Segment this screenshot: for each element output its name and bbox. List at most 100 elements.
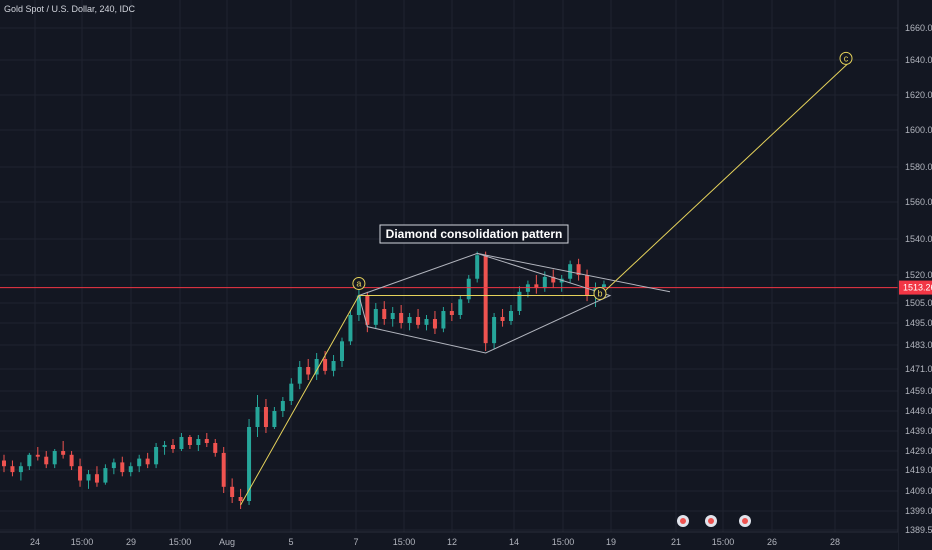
candle-body xyxy=(86,474,91,481)
candle-body xyxy=(323,359,328,371)
candle-body xyxy=(340,341,344,361)
time-axis[interactable]: 24 15:00 29 15:00 Aug 5 7 15:00 12 14 15:00 19 21 15:… xyxy=(30,537,840,547)
event-flags xyxy=(677,515,751,527)
candle-body xyxy=(44,456,49,465)
candle-body xyxy=(247,427,252,501)
candle-body xyxy=(52,451,57,465)
annotation-box: Diamond consolidation pattern xyxy=(379,224,569,244)
candle-body xyxy=(424,319,429,325)
candle-body xyxy=(407,317,412,323)
candle-body xyxy=(492,317,497,344)
time-tick-label: 5 xyxy=(288,537,293,547)
candle-body xyxy=(179,437,184,449)
wave-label-circle xyxy=(839,51,853,65)
candles xyxy=(2,251,606,509)
candle-body xyxy=(263,407,268,427)
candle-body xyxy=(416,317,421,325)
price-tick-label: 1429.00 xyxy=(905,446,932,456)
candle-body xyxy=(103,468,108,483)
wave-label: a xyxy=(356,279,361,289)
last-price-label: 1513.26 xyxy=(899,280,932,295)
candle-body xyxy=(365,295,370,325)
time-tick-label: 24 xyxy=(30,537,40,547)
grid xyxy=(0,0,898,532)
time-tick-label: 14 xyxy=(509,537,519,547)
candle-body xyxy=(432,319,437,329)
wave-label: c xyxy=(844,53,849,63)
candle-body xyxy=(280,401,285,411)
candle-body xyxy=(551,276,556,283)
wave-line xyxy=(240,63,849,506)
candle-body xyxy=(441,311,446,329)
event-flag-dot xyxy=(680,518,686,524)
price-tick-label: 1520.00 xyxy=(905,270,932,280)
candle-body xyxy=(509,311,513,321)
time-axis-bg xyxy=(0,532,898,550)
time-tick-label: 12 xyxy=(447,537,457,547)
candle-body xyxy=(297,367,302,384)
event-flag-icon[interactable] xyxy=(677,515,689,527)
price-axis[interactable]: 1660.00 1640.00 1620.00 1600.00 1580.00 1560.… xyxy=(905,23,932,535)
event-flag-dot xyxy=(708,518,714,524)
candle-body xyxy=(35,454,40,457)
candle-body xyxy=(69,454,74,467)
candle-body xyxy=(94,474,99,483)
price-tick-label: 1540.00 xyxy=(905,234,932,244)
candle-body xyxy=(576,264,581,275)
time-tick-label: 19 xyxy=(606,537,616,547)
candle-body xyxy=(18,466,23,473)
candle-body xyxy=(10,466,15,473)
price-tick-label: 1640.00 xyxy=(905,55,932,65)
candle-body xyxy=(196,439,201,445)
candle-body xyxy=(449,311,454,315)
time-tick-label: 21 xyxy=(671,537,681,547)
price-tick-label: 1580.00 xyxy=(905,162,932,172)
candle-body xyxy=(382,309,387,319)
candle-body xyxy=(230,486,235,497)
candle-body xyxy=(475,255,480,279)
candle-body xyxy=(314,359,319,375)
time-tick-label: 15:00 xyxy=(552,537,575,547)
candle-body xyxy=(585,275,590,296)
candle-body xyxy=(348,315,353,342)
price-tick-label: 1600.00 xyxy=(905,125,932,135)
candle-body xyxy=(534,284,539,289)
price-tick-label: 1459.00 xyxy=(905,386,932,396)
candle-body xyxy=(221,452,226,487)
candle-body xyxy=(128,466,133,473)
candle-body xyxy=(154,447,159,465)
diamond-pattern xyxy=(358,252,612,354)
event-flag-icon[interactable] xyxy=(739,515,751,527)
candle-body xyxy=(542,276,547,289)
candle-body xyxy=(272,411,277,427)
candle-body xyxy=(356,295,361,315)
price-tick-label: 1620.00 xyxy=(905,90,932,100)
candle-body xyxy=(289,383,294,401)
time-tick-label: 15:00 xyxy=(169,537,192,547)
candle-body xyxy=(137,458,142,467)
candle-body xyxy=(331,361,336,371)
candle-body xyxy=(399,313,404,323)
price-tick-label: 1449.00 xyxy=(905,406,932,416)
price-tick-label: 1399.00 xyxy=(905,506,932,516)
time-tick-label: 28 xyxy=(830,537,840,547)
price-tick-label: 1471.00 xyxy=(905,364,932,374)
price-tick-label: 1419.00 xyxy=(905,465,932,475)
diamond-extension xyxy=(477,252,671,293)
candle-body xyxy=(213,443,218,453)
price-tick-label: 1560.00 xyxy=(905,197,932,207)
event-flag-icon[interactable] xyxy=(705,515,717,527)
candle-body xyxy=(517,291,522,311)
candle-body xyxy=(2,460,6,467)
time-tick-label: 29 xyxy=(126,537,136,547)
candle-body xyxy=(306,367,311,375)
annotation-text: Diamond consolidation pattern xyxy=(386,227,563,241)
time-tick-label: 15:00 xyxy=(712,537,735,547)
time-tick-label: 26 xyxy=(767,537,777,547)
candle-body xyxy=(458,299,463,315)
price-tick-label: 1389.50 xyxy=(905,525,932,535)
candle-body xyxy=(601,284,606,289)
candle-body xyxy=(390,313,395,319)
